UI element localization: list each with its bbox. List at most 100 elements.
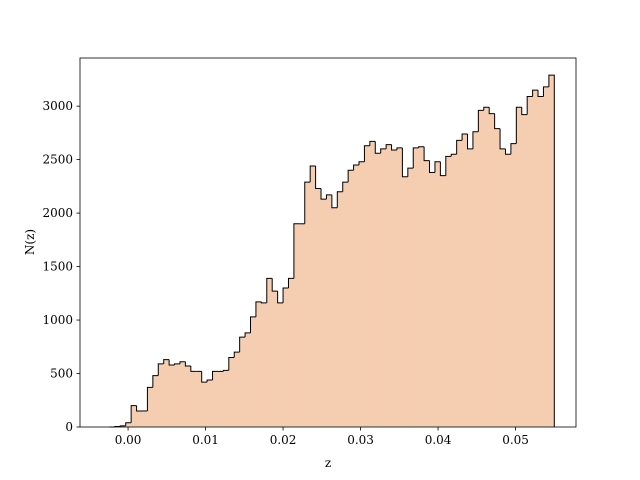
- bar-edge: [125, 422, 132, 426]
- bar: [456, 140, 463, 428]
- bar-edge: [499, 128, 506, 150]
- bar-edge: [174, 363, 180, 365]
- bar-edge: [385, 144, 392, 149]
- bar-edge: [467, 133, 473, 150]
- bar-edge: [537, 90, 544, 98]
- bar: [131, 405, 137, 427]
- bar-edge: [255, 301, 262, 317]
- bar-edge: [483, 106, 490, 111]
- y-tick-label: 2500: [42, 153, 73, 167]
- y-tick-label: 2000: [42, 206, 73, 220]
- bar: [304, 182, 311, 427]
- bar-edge: [456, 139, 463, 155]
- bar: [375, 153, 381, 428]
- bar: [418, 146, 425, 427]
- bar-edge: [363, 145, 370, 162]
- bar-edge: [157, 363, 164, 376]
- bar: [527, 96, 533, 428]
- y-tick-label: 500: [50, 367, 73, 381]
- bar: [505, 154, 512, 427]
- bar: [142, 410, 148, 427]
- bar-edge: [504, 148, 511, 155]
- bar: [217, 371, 224, 427]
- bar: [207, 379, 213, 427]
- bar-edge: [206, 379, 213, 383]
- bar: [245, 332, 251, 427]
- bar-edge: [401, 147, 408, 178]
- bar-edge: [526, 96, 533, 115]
- bar-edge: [347, 169, 354, 183]
- bar: [359, 161, 365, 427]
- bar: [163, 359, 170, 427]
- y-tick-label: 0: [65, 420, 73, 434]
- bar-edge: [472, 131, 479, 149]
- bar: [321, 199, 327, 427]
- bar: [158, 363, 164, 427]
- bar-edge: [358, 161, 365, 165]
- bar-edge: [130, 405, 137, 423]
- bar-edge: [477, 109, 484, 132]
- bar: [543, 86, 550, 427]
- bar-edge: [201, 371, 208, 383]
- bar: [331, 207, 338, 427]
- bar-edge: [407, 167, 414, 177]
- x-tick-label: 0.04: [425, 433, 452, 447]
- bar: [462, 133, 468, 427]
- bar: [521, 114, 528, 428]
- bar-edge: [488, 107, 495, 115]
- bar: [239, 337, 246, 427]
- bar-edge: [418, 146, 425, 148]
- x-tick-label: 0.05: [502, 433, 529, 447]
- bar: [440, 175, 447, 427]
- bar: [478, 110, 485, 428]
- bar-edge: [521, 107, 528, 116]
- bar-edge: [374, 141, 381, 154]
- x-tick-label: 0.01: [192, 433, 219, 447]
- bar: [510, 143, 517, 427]
- bar: [516, 107, 523, 427]
- plot-frame: [79, 57, 577, 428]
- bar-edge: [287, 277, 294, 288]
- bar-edge: [136, 405, 142, 412]
- y-axis-label: N(z): [23, 229, 37, 255]
- bar-edge: [304, 181, 311, 224]
- bar-edge: [320, 188, 327, 200]
- bar-edge: [510, 143, 517, 155]
- bar: [196, 371, 202, 427]
- bar: [179, 361, 186, 427]
- bar-edge: [532, 89, 539, 97]
- bar: [429, 172, 436, 427]
- bar-edge: [412, 147, 419, 169]
- bar-edge: [331, 194, 338, 209]
- bar-edge: [228, 356, 235, 371]
- bar-edge: [439, 161, 446, 177]
- bar: [402, 176, 409, 427]
- bar-edge: [222, 369, 229, 372]
- bar-edge: [450, 153, 457, 157]
- bar-edge: [250, 316, 256, 333]
- bar-edge: [271, 278, 278, 292]
- bar: [413, 147, 419, 427]
- bar-edge: [423, 146, 430, 162]
- bar: [125, 422, 132, 427]
- bar: [201, 382, 208, 427]
- bar: [293, 223, 300, 427]
- bar: [288, 278, 295, 427]
- bar: [445, 156, 452, 427]
- bar: [136, 410, 143, 427]
- bar-edge: [342, 181, 349, 192]
- bar-edge: [445, 155, 452, 176]
- bar: [407, 168, 414, 427]
- bar-edge: [212, 370, 218, 380]
- bar: [326, 194, 333, 427]
- bar: [120, 425, 127, 427]
- bar: [228, 357, 235, 427]
- x-axis-label: z: [325, 456, 331, 470]
- bar: [272, 291, 278, 427]
- bar-edge: [163, 359, 170, 364]
- bar: [467, 148, 474, 428]
- bar-edge: [168, 359, 175, 366]
- bar-edge: [184, 361, 191, 367]
- bar: [337, 191, 344, 427]
